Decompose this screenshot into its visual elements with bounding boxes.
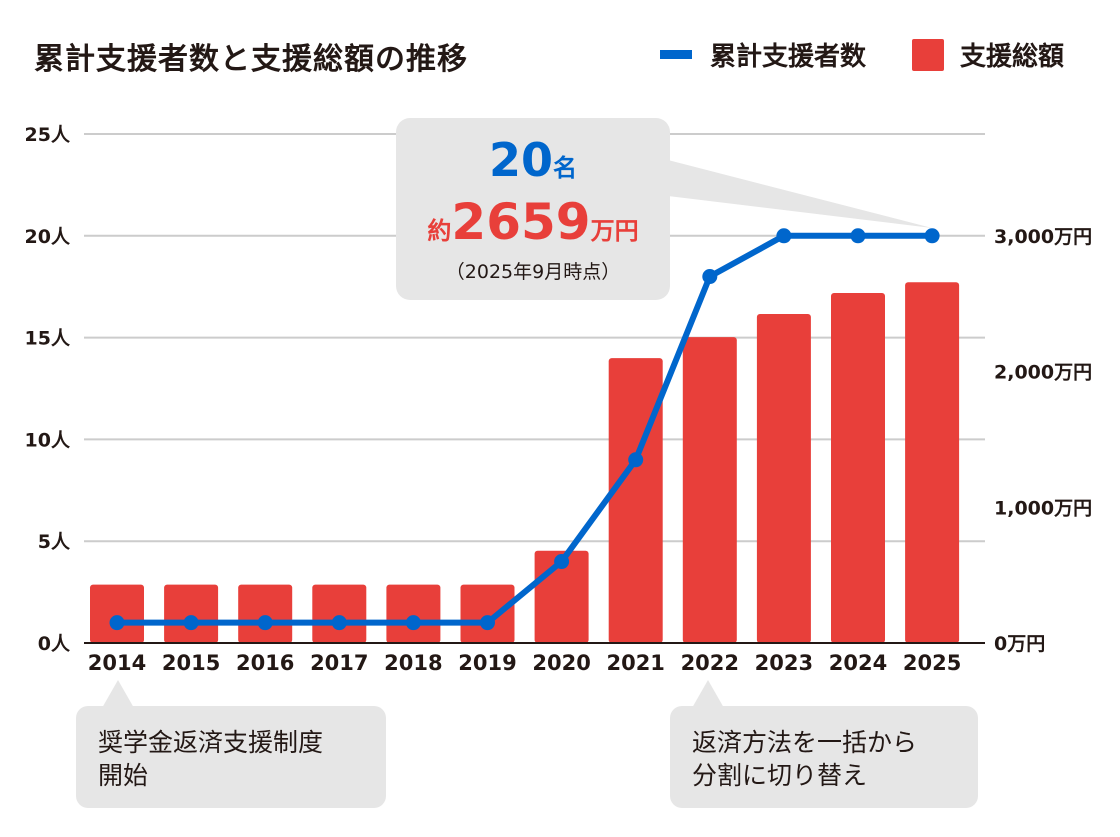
year-label: 2020 [532,651,590,675]
legend: 累計支援者数 支援総額 [660,36,1064,73]
summary-callout: 20名 約2659万円 （2025年9月時点） [396,118,670,300]
left-axis-tick: 10人 [25,429,71,451]
point-2025 [924,228,940,244]
year-label: 2024 [829,651,887,675]
left-axis-tick: 20人 [25,226,71,248]
left-axis: 0人 5人 10人 15人 20人 25人 [25,124,71,655]
total-amount-prefix: 約 [427,217,452,245]
bar-2016 [238,584,293,643]
left-axis-tick: 15人 [25,328,71,350]
year-label: 2023 [755,651,813,675]
callout-pointer [668,160,932,228]
point-2021 [628,452,644,468]
x-axis-labels: 2014 2015 2016 2017 2018 2019 2020 2021 2022 2023… [88,651,962,675]
bar-2017 [312,584,367,643]
year-label: 2016 [236,651,294,675]
point-2024 [850,228,866,244]
right-axis-tick: 1,000万円 [994,497,1092,519]
bar-2025 [905,282,960,643]
point-2017 [331,615,347,631]
bar-2015 [164,584,219,643]
point-2016 [257,615,273,631]
note-repayment-change: 返済方法を一括から 分割に切り替え [670,680,978,808]
legend-line-swatch-icon [660,50,692,59]
bar-2022 [682,337,737,643]
year-label: 2017 [310,651,368,675]
supporter-count-value: 20 [488,133,553,187]
point-2018 [405,615,421,631]
bar-2024 [831,292,885,643]
right-axis-tick: 0万円 [994,633,1045,655]
note-repayment-change-line1: 返済方法を一括から [692,728,918,757]
year-label: 2019 [458,651,516,675]
left-axis-tick: 5人 [38,531,71,553]
left-axis-tick: 0人 [38,633,71,655]
point-2014 [109,615,125,631]
bar-2019 [460,584,515,643]
note-program-start-line2: 開始 [98,761,149,790]
supporter-count: 20名 [396,134,670,194]
bar-2021 [608,358,663,643]
point-2019 [480,615,495,631]
year-label: 2014 [88,651,146,675]
right-axis-tick: 2,000万円 [994,362,1092,384]
year-label: 2021 [606,651,664,675]
year-label: 2018 [384,651,442,675]
chart-title: 累計支援者数と支援総額の推移 [34,42,468,77]
right-axis: 0万円 1,000万円 2,000万円 3,000万円 [994,226,1092,655]
line-series-supporters [109,228,940,631]
bar-2018 [386,584,441,643]
bar-2023 [756,314,811,643]
bar-2014 [90,584,144,643]
point-2015 [183,615,199,631]
point-2023 [776,228,792,244]
point-2020 [554,554,570,570]
supporters-line [117,232,933,626]
note-repayment-change-line2: 分割に切り替え [692,761,868,790]
year-label: 2022 [681,651,739,675]
left-axis-tick: 25人 [25,124,71,146]
legend-label-total-amount: 支援総額 [960,42,1065,72]
note-program-start-line1: 奨学金返済支援制度 [98,728,324,757]
legend-label-supporters: 累計支援者数 [710,42,867,72]
right-axis-tick: 3,000万円 [994,226,1092,248]
total-amount-unit: 万円 [590,217,639,245]
year-label: 2015 [162,651,220,675]
total-amount: 約2659万円 [396,194,670,259]
supporter-count-unit: 名 [553,154,577,182]
total-amount-value: 2659 [451,193,591,251]
legend-bar-swatch-icon [912,38,945,71]
year-label: 2025 [903,651,961,675]
point-2022 [702,269,718,285]
as-of-date: （2025年9月時点） [445,261,621,283]
note-program-start: 奨学金返済支援制度 開始 [76,680,386,808]
